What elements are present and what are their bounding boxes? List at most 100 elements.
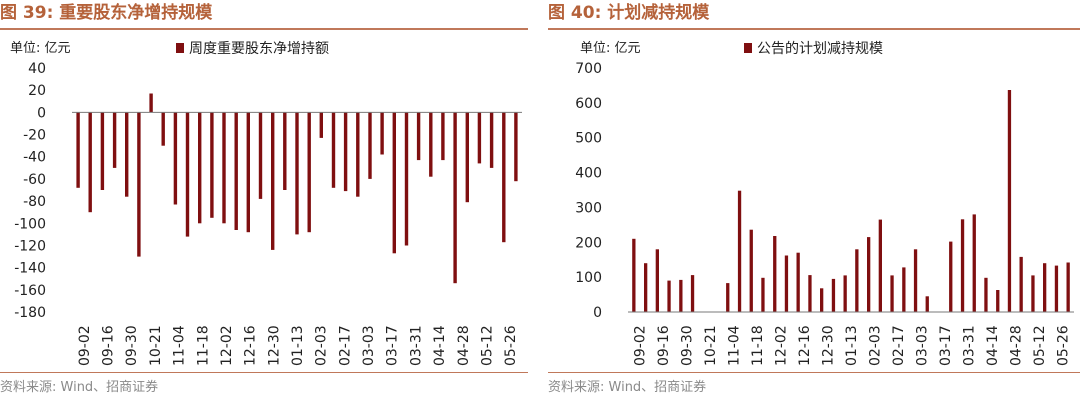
bar [319,112,323,138]
unit-label: 单位: 亿元 [580,41,641,56]
bar [222,112,226,224]
x-tick-label: 09-30 [124,325,140,366]
source-note: 资料来源: Wind、招商证券 [548,380,707,395]
x-tick-label: 10-21 [703,325,719,366]
bar [925,296,929,312]
bar [949,241,953,312]
bar [307,112,311,233]
bar [283,112,287,190]
source-note: 资料来源: Wind、招商证券 [0,380,159,395]
y-tick-label: -120 [14,238,46,254]
bar [726,283,730,312]
bar [356,112,360,197]
y-tick-label: 600 [575,96,602,112]
bar [960,219,965,312]
y-tick-label: 500 [575,131,602,147]
x-tick-label: 01-13 [290,325,306,366]
y-tick-label: 700 [575,61,602,77]
title-divider [0,28,528,30]
y-tick-label: -60 [23,172,46,188]
title-divider [548,28,1080,30]
bar [125,112,129,197]
y-tick-label: -80 [23,194,46,210]
bar [761,277,765,312]
source-divider [548,372,1080,373]
bar [655,249,659,312]
bar [234,112,238,230]
bar [477,112,482,164]
bar [632,238,636,312]
bar [271,112,275,250]
y-tick-label: 200 [575,235,602,251]
x-tick-label: 04-28 [456,325,472,366]
bar [1007,90,1012,312]
bar [1031,275,1035,312]
net-increase-chart: 单位: 亿元 周度重要股东净增持额 40 20 0 -20 -40 -60 -80 -100 -12… [10,41,522,366]
bar [831,278,836,312]
bar [749,229,753,312]
source-divider [0,372,528,373]
y-tick-label: 20 [28,83,46,99]
x-tick-label: 02-03 [867,325,883,366]
bar [429,112,433,177]
legend-swatch [744,43,752,53]
bar [76,112,80,188]
legend-swatch [176,43,184,53]
x-tick-label: 12-16 [797,325,813,366]
bar [404,112,409,246]
bar [173,112,178,205]
bar [137,112,141,257]
y-tick-label: -160 [14,283,46,299]
planned-reduction-chart: 单位: 亿元 公告的计划减持规模 700 600 500 400 300 200 100 0 09-… [575,41,1074,366]
bar [100,112,105,190]
x-tick-label: 03-31 [408,325,424,366]
x-tick-label: 05-12 [479,325,495,366]
x-tick-label: 03-17 [385,325,401,366]
panel-net-increase: 图 39: 重要股东净增持规模 单位: 亿元 周度重要股东净增持额 40 20 0 -20… [0,0,528,402]
bar [416,112,421,161]
x-tick-label: 05-12 [1032,325,1048,366]
bar [1043,263,1047,312]
bar [784,255,789,312]
bar [890,275,894,312]
x-tick-label: 09-16 [656,325,672,366]
bar [343,112,348,192]
bar [644,263,648,312]
y-tick-label: -140 [14,261,46,277]
bar [796,252,800,312]
bar [737,190,742,312]
chart-title: 图 40: 计划减持规模 [548,3,710,23]
bar [1054,265,1059,312]
y-tick-label: 400 [575,166,602,182]
bar [392,112,396,254]
x-tick-label: 12-02 [774,325,790,366]
x-tick-label: 03-03 [361,325,377,366]
x-tick-label: 04-14 [432,325,448,366]
x-tick-label: 03-03 [914,325,930,366]
legend-label: 周度重要股东净增持额 [189,41,329,57]
bar [198,112,202,224]
bar [984,277,988,312]
x-tick-label: 11-04 [727,325,743,366]
y-tick-label: 300 [575,200,602,216]
bar [112,112,117,168]
x-tick-label: 09-16 [101,325,117,366]
bar [246,112,250,233]
x-tick-label: 09-02 [77,325,93,366]
x-tick-label: 12-16 [243,325,259,366]
bar [453,112,457,284]
x-tick-label: 03-31 [961,325,977,366]
x-tick-label: 09-02 [633,325,649,366]
x-tick-label: 05-26 [1055,325,1071,366]
x-tick-label: 12-30 [821,325,837,366]
bar [855,249,859,312]
bar [667,280,671,312]
bar [502,112,506,243]
bar [1066,262,1070,312]
y-tick-label: 40 [28,61,46,77]
bar [489,112,494,168]
y-tick-label: -20 [23,128,46,144]
y-tick-label: 0 [593,305,602,321]
bar [679,279,683,312]
bar [465,112,469,203]
